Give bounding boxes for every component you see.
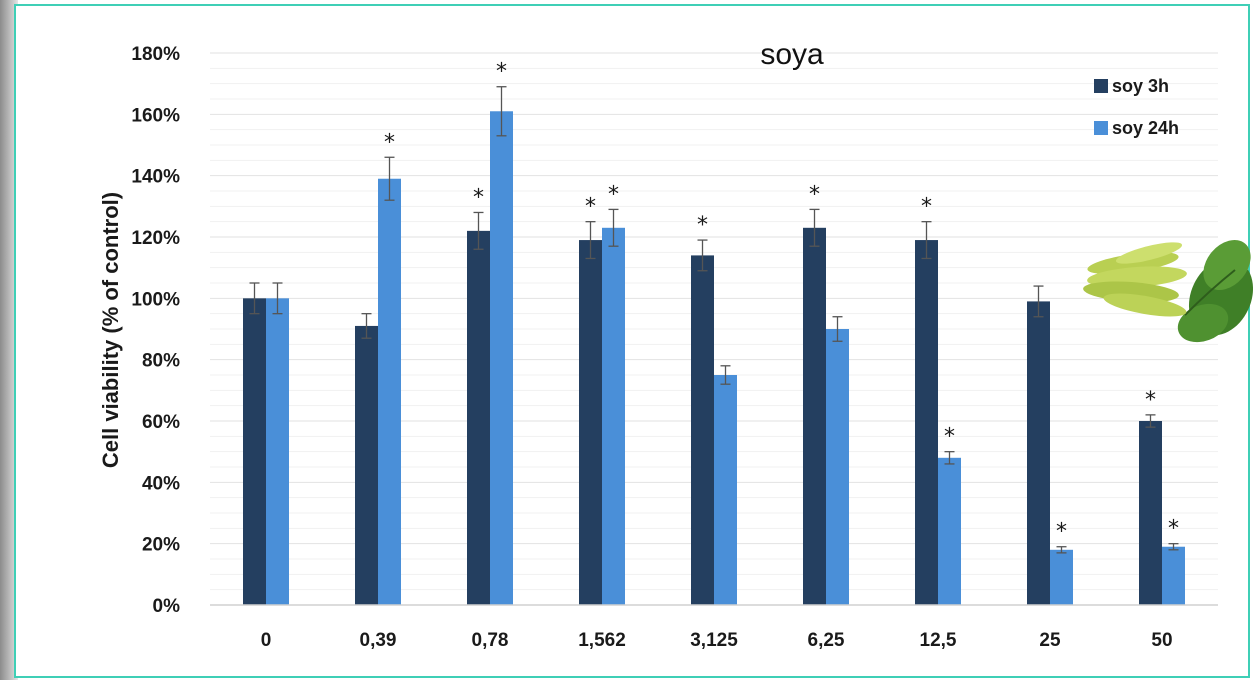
x-tick-label: 0,78: [472, 630, 509, 651]
significance-marker: *: [944, 425, 955, 450]
legend-swatch-soy-3h: [1094, 79, 1108, 93]
error-bar: [249, 282, 260, 315]
error-bar: [496, 86, 507, 137]
y-tick-label: 160%: [131, 105, 180, 126]
bar-soy-24h-4: [714, 375, 737, 605]
x-tick-label: 3,125: [690, 630, 738, 651]
bar-soy-24h-7: [1050, 549, 1073, 605]
error-bar: [473, 211, 484, 250]
error-bar: [1056, 546, 1067, 554]
bar-soy-3h-0: [243, 298, 266, 605]
significance-marker: *: [1145, 388, 1156, 413]
error-bar: [585, 221, 596, 260]
x-tick-label: 0,39: [360, 630, 397, 651]
bar-soy-24h-6: [938, 457, 961, 605]
error-bar: [1168, 543, 1179, 551]
bar-soy-3h-8: [1139, 421, 1162, 605]
error-bar: [1145, 414, 1156, 428]
y-tick-label: 120%: [131, 228, 180, 249]
y-tick-label: 180%: [131, 44, 180, 65]
legend-label-soy-24h: soy 24h: [1112, 118, 1179, 138]
significance-marker: *: [496, 60, 507, 85]
x-tick-label: 25: [1039, 630, 1061, 651]
error-bar: [720, 365, 731, 385]
significance-marker: *: [473, 185, 484, 210]
y-axis-ticks: 0% 20% 40% 60% 80% 100% 120% 140% 160% 180%: [131, 44, 180, 617]
bar-soy-24h-8: [1162, 546, 1185, 605]
significance-marker: *: [1056, 520, 1067, 545]
error-bar: [384, 156, 395, 201]
error-bar: [697, 239, 708, 272]
x-tick-label: 0: [261, 630, 272, 651]
significance-marker: *: [809, 182, 820, 207]
bar-soy-3h-1: [355, 325, 378, 605]
error-bar: [1033, 285, 1044, 318]
significance-marker: *: [921, 195, 932, 220]
legend-swatch-soy-24h: [1094, 121, 1108, 135]
significance-marker: *: [384, 130, 395, 155]
error-bar: [361, 313, 372, 339]
legend-label-soy-3h: soy 3h: [1112, 76, 1169, 96]
bar-soy-3h-5: [803, 227, 826, 606]
bar-soy-3h-4: [691, 255, 714, 605]
y-tick-label: 40%: [142, 473, 180, 494]
x-tick-label: 50: [1151, 630, 1172, 651]
bar-soy-3h-6: [915, 240, 938, 606]
bar-soy-24h-3: [602, 227, 625, 606]
y-tick-label: 100%: [131, 289, 180, 310]
y-axis-title: Cell viability (% of control): [98, 192, 123, 468]
significance-marker: *: [585, 195, 596, 220]
significance-marker: *: [608, 182, 619, 207]
bar-soy-24h-0: [266, 298, 289, 605]
frame-shadow: [0, 0, 18, 680]
y-tick-label: 0%: [153, 596, 181, 617]
bar-soy-24h-1: [378, 178, 401, 605]
error-bar: [832, 316, 843, 342]
soybean-pods-and-leaf-icon: [1083, 239, 1253, 343]
error-bar: [944, 451, 955, 465]
bars: * * * * * * * * * * * *: [243, 60, 1185, 606]
legend: soy 3h soy 24h: [1094, 76, 1179, 138]
bar-soy-3h-7: [1027, 301, 1050, 605]
y-tick-label: 140%: [131, 167, 180, 188]
significance-marker: *: [1168, 517, 1179, 542]
x-tick-label: 1,562: [578, 630, 626, 651]
bar-soy-3h-3: [579, 240, 602, 606]
x-tick-label: 12,5: [920, 630, 957, 651]
significance-marker: *: [697, 213, 708, 238]
error-bar: [608, 208, 619, 247]
bar-soy-24h-2: [490, 111, 513, 606]
y-tick-label: 20%: [142, 535, 180, 556]
y-tick-label: 60%: [142, 412, 180, 433]
bar-soy-24h-5: [826, 329, 849, 605]
x-tick-label: 6,25: [808, 630, 845, 651]
error-bar: [921, 221, 932, 260]
x-axis-ticks: 0 0,39 0,78 1,562 3,125 6,25 12,5 25 50: [261, 630, 1173, 651]
error-bar: [809, 208, 820, 247]
bar-soy-3h-2: [467, 230, 490, 605]
y-tick-label: 80%: [142, 351, 180, 372]
error-bar: [272, 282, 283, 315]
chart-title: soya: [760, 38, 824, 71]
